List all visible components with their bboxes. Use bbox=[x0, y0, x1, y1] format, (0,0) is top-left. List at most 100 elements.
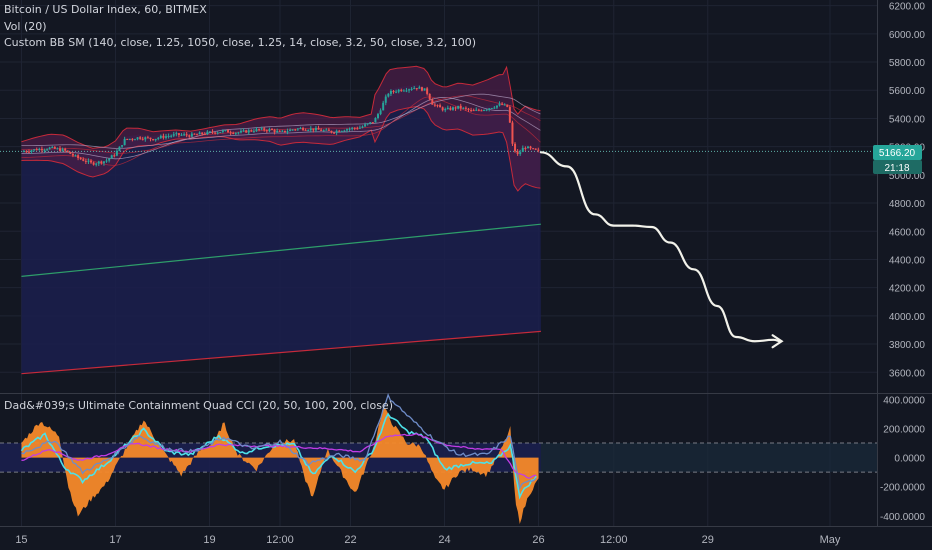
candle-body[interactable] bbox=[475, 109, 478, 111]
candle-body[interactable] bbox=[338, 130, 341, 132]
candle-body[interactable] bbox=[234, 132, 237, 134]
candle-body[interactable] bbox=[271, 128, 274, 130]
candle-body[interactable] bbox=[27, 151, 30, 153]
candle-body[interactable] bbox=[495, 105, 498, 108]
candle-body[interactable] bbox=[511, 122, 514, 144]
candle-body[interactable] bbox=[418, 87, 421, 89]
candle-body[interactable] bbox=[431, 99, 434, 105]
candle-body[interactable] bbox=[464, 107, 467, 109]
candle-body[interactable] bbox=[506, 104, 509, 107]
candle-body[interactable] bbox=[377, 114, 380, 119]
candle-body[interactable] bbox=[149, 137, 152, 140]
candle-body[interactable] bbox=[133, 139, 136, 141]
candle-body[interactable] bbox=[309, 128, 312, 131]
candle-body[interactable] bbox=[503, 104, 506, 106]
candle-body[interactable] bbox=[526, 146, 529, 149]
candle-body[interactable] bbox=[405, 90, 408, 92]
candle-body[interactable] bbox=[79, 158, 82, 160]
cci-cyan-line[interactable] bbox=[20, 412, 537, 500]
candle-body[interactable] bbox=[441, 107, 444, 111]
candle-body[interactable] bbox=[152, 139, 155, 141]
candle-body[interactable] bbox=[307, 130, 310, 132]
candle-body[interactable] bbox=[193, 133, 196, 135]
candle-body[interactable] bbox=[242, 130, 245, 132]
candle-body[interactable] bbox=[66, 150, 69, 152]
candle-body[interactable] bbox=[433, 104, 436, 106]
candle-body[interactable] bbox=[90, 160, 93, 163]
candle-body[interactable] bbox=[121, 145, 124, 147]
candle-body[interactable] bbox=[206, 131, 209, 135]
candle-body[interactable] bbox=[516, 151, 519, 155]
candle-body[interactable] bbox=[77, 155, 80, 159]
candle-body[interactable] bbox=[273, 129, 276, 133]
candle-body[interactable] bbox=[472, 110, 475, 112]
candle-body[interactable] bbox=[25, 151, 28, 153]
candle-body[interactable] bbox=[278, 130, 281, 132]
candle-body[interactable] bbox=[46, 149, 49, 151]
candle-body[interactable] bbox=[33, 149, 36, 151]
candle-body[interactable] bbox=[53, 146, 56, 149]
candle-body[interactable] bbox=[521, 147, 524, 153]
candle-body[interactable] bbox=[325, 129, 328, 131]
candle-body[interactable] bbox=[514, 143, 517, 152]
candle-body[interactable] bbox=[501, 103, 504, 105]
candle-body[interactable] bbox=[245, 130, 248, 133]
candle-body[interactable] bbox=[387, 93, 390, 97]
candle-body[interactable] bbox=[71, 153, 74, 156]
candle-body[interactable] bbox=[508, 106, 511, 123]
candle-body[interactable] bbox=[283, 130, 286, 133]
candle-body[interactable] bbox=[159, 135, 162, 138]
candle-body[interactable] bbox=[165, 136, 168, 138]
candle-body[interactable] bbox=[208, 131, 211, 133]
candle-body[interactable] bbox=[198, 132, 201, 135]
candle-body[interactable] bbox=[296, 128, 299, 130]
candle-body[interactable] bbox=[449, 107, 452, 110]
candle-body[interactable] bbox=[361, 126, 364, 128]
candle-body[interactable] bbox=[537, 149, 540, 151]
candle-body[interactable] bbox=[97, 161, 100, 164]
candle-body[interactable] bbox=[408, 89, 411, 91]
candle-body[interactable] bbox=[131, 138, 134, 140]
candle-body[interactable] bbox=[167, 135, 170, 137]
candle-body[interactable] bbox=[299, 128, 302, 130]
candle-body[interactable] bbox=[410, 88, 413, 90]
candle-body[interactable] bbox=[335, 130, 338, 133]
candle-body[interactable] bbox=[519, 152, 522, 155]
candle-body[interactable] bbox=[224, 130, 227, 132]
candle-body[interactable] bbox=[51, 146, 54, 148]
candle-body[interactable] bbox=[260, 128, 263, 130]
candle-body[interactable] bbox=[281, 130, 284, 132]
candle-body[interactable] bbox=[382, 102, 385, 111]
candle-body[interactable] bbox=[229, 132, 232, 134]
candle-body[interactable] bbox=[485, 109, 488, 111]
candle-body[interactable] bbox=[35, 149, 38, 151]
candle-body[interactable] bbox=[395, 91, 398, 93]
candle-body[interactable] bbox=[304, 129, 307, 131]
candle-body[interactable] bbox=[493, 107, 496, 109]
candle-body[interactable] bbox=[467, 108, 470, 110]
candle-body[interactable] bbox=[136, 137, 139, 140]
candle-body[interactable] bbox=[139, 137, 142, 139]
candle-body[interactable] bbox=[38, 148, 41, 151]
candle-body[interactable] bbox=[239, 130, 242, 133]
candle-body[interactable] bbox=[302, 128, 305, 130]
candle-body[interactable] bbox=[454, 107, 457, 109]
candle-body[interactable] bbox=[263, 128, 266, 131]
candle-body[interactable] bbox=[289, 129, 292, 132]
candle-body[interactable] bbox=[532, 148, 535, 150]
candle-body[interactable] bbox=[141, 138, 144, 140]
candle-body[interactable] bbox=[177, 133, 180, 135]
candle-body[interactable] bbox=[188, 135, 191, 137]
candle-body[interactable] bbox=[477, 109, 480, 111]
candle-body[interactable] bbox=[157, 137, 160, 139]
candle-body[interactable] bbox=[534, 148, 537, 150]
candle-body[interactable] bbox=[128, 138, 131, 140]
candle-body[interactable] bbox=[343, 130, 346, 132]
candle-body[interactable] bbox=[529, 146, 532, 149]
candle-body[interactable] bbox=[340, 130, 343, 132]
candle-body[interactable] bbox=[480, 110, 483, 112]
candle-body[interactable] bbox=[294, 129, 297, 131]
candle-body[interactable] bbox=[82, 159, 85, 161]
candle-body[interactable] bbox=[265, 130, 268, 132]
